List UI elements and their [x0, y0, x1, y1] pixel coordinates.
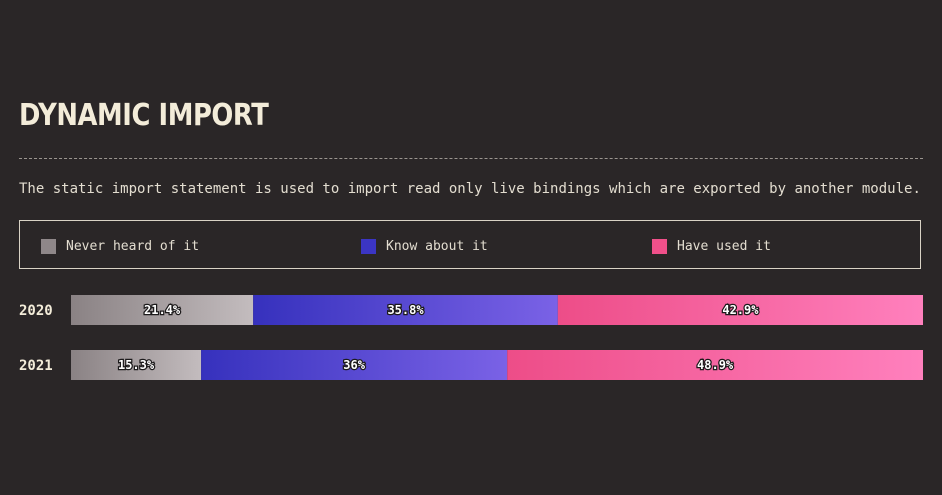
- value-label-2021-know-about: 36%: [343, 358, 365, 372]
- legend-label-never-heard: Never heard of it: [66, 238, 200, 254]
- chart-description: The static import statement is used to i…: [19, 181, 921, 197]
- bar-2021-know-about[interactable]: [201, 350, 508, 380]
- legend-swatch-know-about: [361, 238, 376, 254]
- legend-swatch-have-used: [652, 238, 667, 254]
- bar-2020-know-about[interactable]: [253, 295, 558, 325]
- legend-item-know-about[interactable]: Know about it: [361, 237, 488, 255]
- value-label-2021-have-used: 48.9%: [697, 358, 734, 372]
- legend-item-have-used[interactable]: Have used it: [652, 237, 771, 255]
- value-label-2020-know-about: 35.8%: [387, 303, 424, 317]
- legend-item-never-heard[interactable]: Never heard of it: [41, 237, 199, 255]
- bar-2020-have-used[interactable]: [557, 295, 923, 325]
- legend-label-have-used: Have used it: [677, 238, 771, 254]
- legend-label-know-about: Know about it: [386, 238, 488, 254]
- value-label-2020-never-heard: 21.4%: [144, 303, 181, 317]
- legend-swatch-never-heard: [41, 238, 56, 254]
- value-label-2020-have-used: 42.9%: [722, 303, 759, 317]
- chart-legend: Never heard of it Know about it Have use…: [19, 220, 921, 269]
- year-label-2020: 2020: [19, 303, 53, 319]
- bar-2021-never-heard[interactable]: [71, 350, 202, 380]
- title-divider: [19, 158, 923, 159]
- bar-2021-have-used[interactable]: [507, 350, 923, 380]
- bars-layer: 2020 21.4% 35.8% 42.9% 2021 15.3% 36% 48.9%: [19, 295, 923, 380]
- bar-2020-never-heard[interactable]: [71, 295, 254, 325]
- chart-title: DYNAMIC IMPORT: [19, 98, 269, 133]
- value-label-2021-never-heard: 15.3%: [118, 358, 155, 372]
- year-label-2021: 2021: [19, 358, 53, 374]
